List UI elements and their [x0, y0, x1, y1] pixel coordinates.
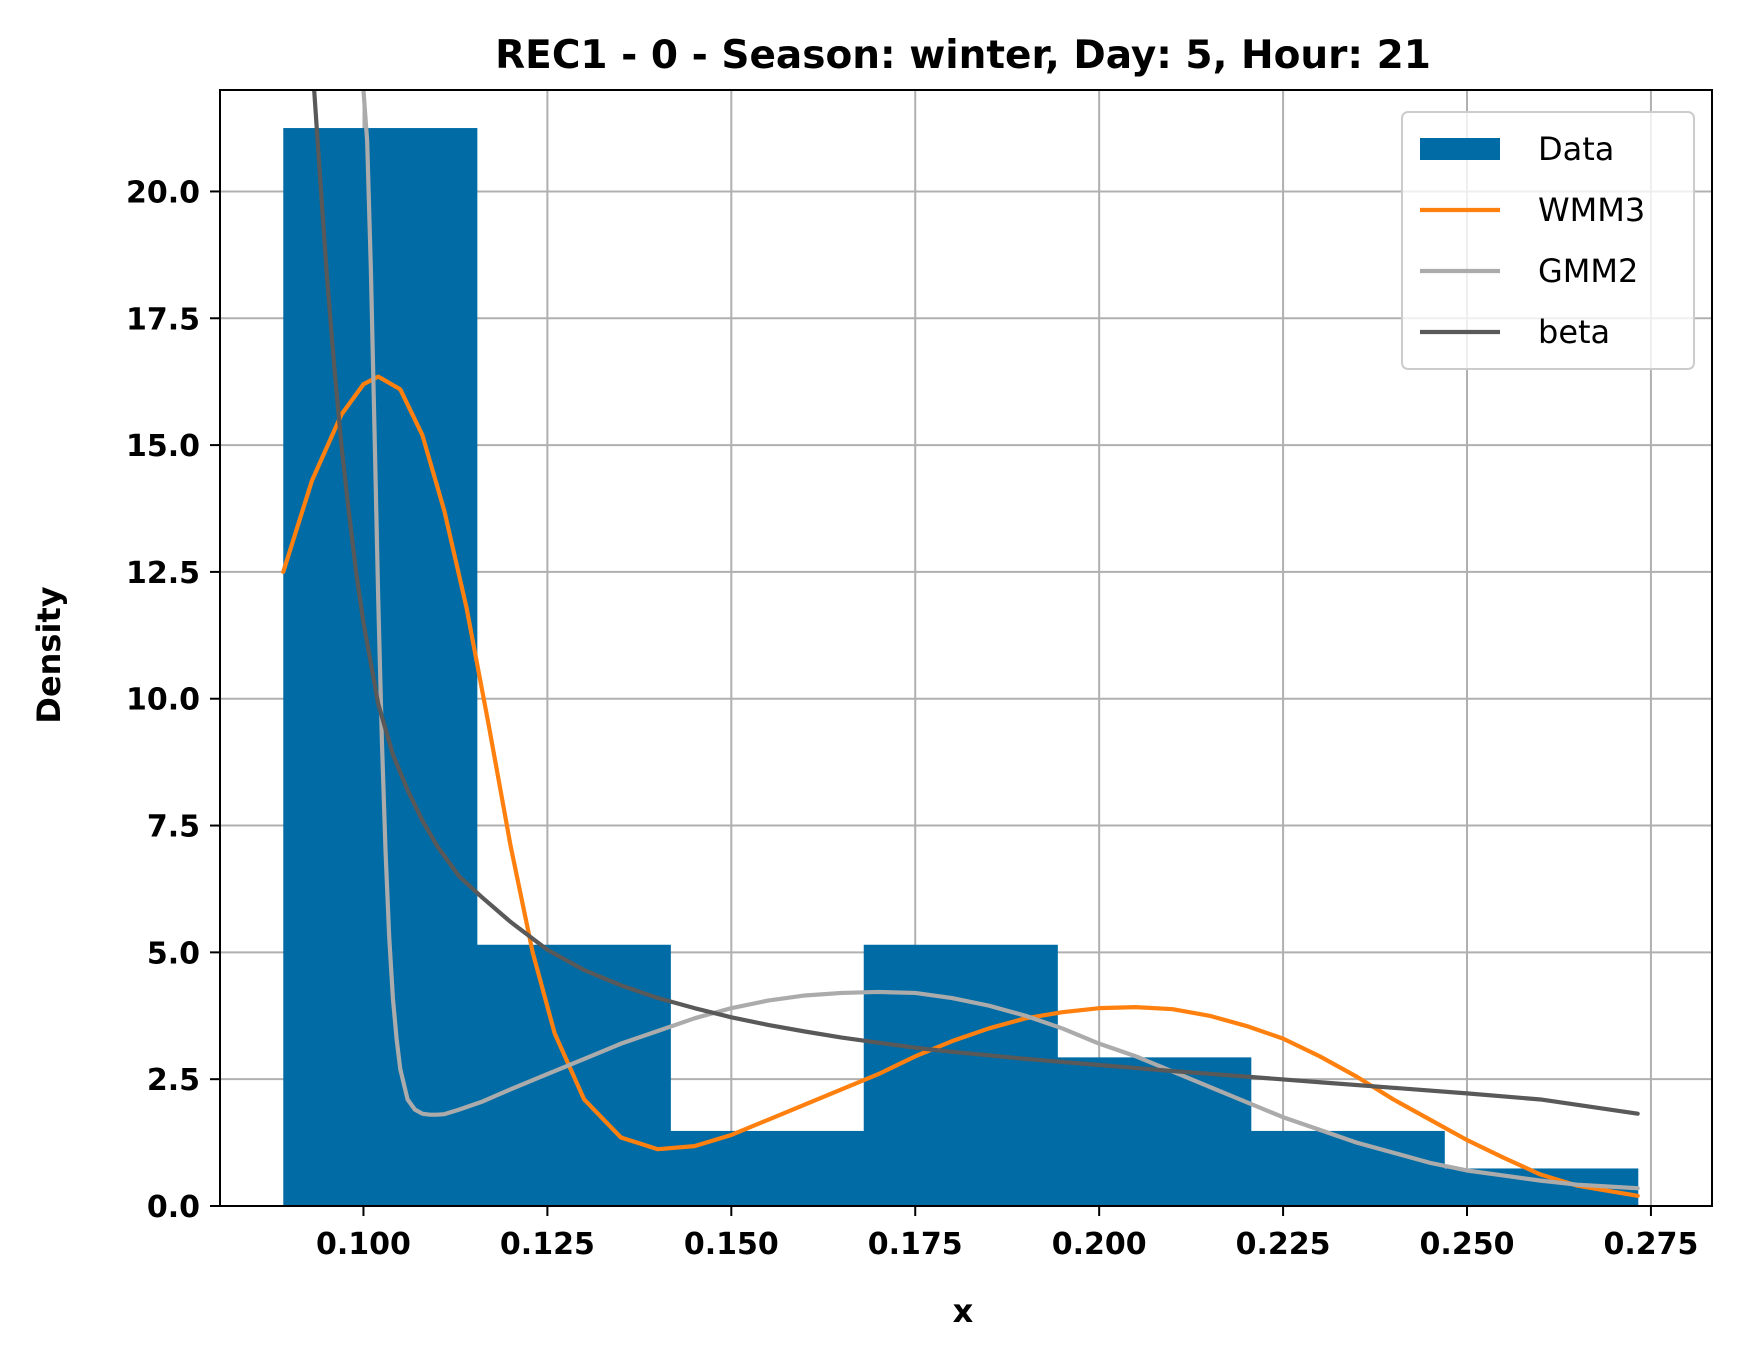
x-axis-label: x: [953, 1292, 974, 1330]
legend-label-beta: beta: [1538, 313, 1610, 351]
x-tick-label-6: 0.250: [1420, 1227, 1515, 1262]
legend-label-data: Data: [1538, 130, 1614, 168]
y-tick-label-8: 20.0: [126, 175, 200, 210]
histogram-bar-3: [863, 944, 1058, 1206]
y-tick-label-6: 15.0: [126, 429, 200, 464]
legend-label-wmm3: WMM3: [1538, 191, 1645, 229]
legend-box: [1401, 111, 1695, 370]
y-tick-label-5: 12.5: [126, 556, 200, 591]
y-tick-label-2: 5.0: [147, 936, 200, 971]
legend: Data WMM3 GMM2 beta: [1401, 111, 1695, 370]
axes-frame: [219, 89, 1713, 1207]
x-axis-ticks: 0.100 0.125 0.150 0.175 0.200 0.225 0.250 0.275: [316, 1206, 1698, 1262]
y-tick-label-4: 10.0: [126, 683, 200, 718]
x-tick-label-4: 0.200: [1052, 1227, 1147, 1262]
x-tick-label-3: 0.175: [868, 1227, 963, 1262]
series-line-wmm3: [281, 374, 1640, 1198]
density-curves: [281, 90, 1640, 1198]
y-tick-label-3: 7.5: [147, 810, 200, 845]
y-axis-label: Density: [30, 586, 68, 723]
histogram-bar-2: [670, 1130, 865, 1206]
x-tick-label-0: 0.100: [316, 1227, 411, 1262]
y-tick-label-7: 17.5: [126, 302, 200, 337]
legend-label-gmm2: GMM2: [1538, 252, 1638, 290]
x-tick-label-7: 0.275: [1603, 1227, 1698, 1262]
chart-title: REC1 - 0 - Season: winter, Day: 5, Hour:…: [495, 33, 1431, 78]
y-axis-ticks: 0.0 2.5 5.0 7.5 10.0 12.5 15.0 17.5 20.0: [126, 175, 220, 1225]
y-tick-label-0: 0.0: [147, 1190, 200, 1225]
y-tick-label-1: 2.5: [147, 1063, 200, 1098]
x-tick-label-1: 0.125: [500, 1227, 595, 1262]
series-line-beta: [312, 90, 1640, 1116]
legend-swatch-data: [1420, 138, 1500, 160]
histogram-bar-5: [1250, 1130, 1445, 1206]
x-tick-label-2: 0.150: [684, 1227, 779, 1262]
histogram-bar-4: [1057, 1057, 1252, 1206]
plot-frame: [219, 89, 1713, 1207]
x-tick-label-5: 0.225: [1236, 1227, 1331, 1262]
